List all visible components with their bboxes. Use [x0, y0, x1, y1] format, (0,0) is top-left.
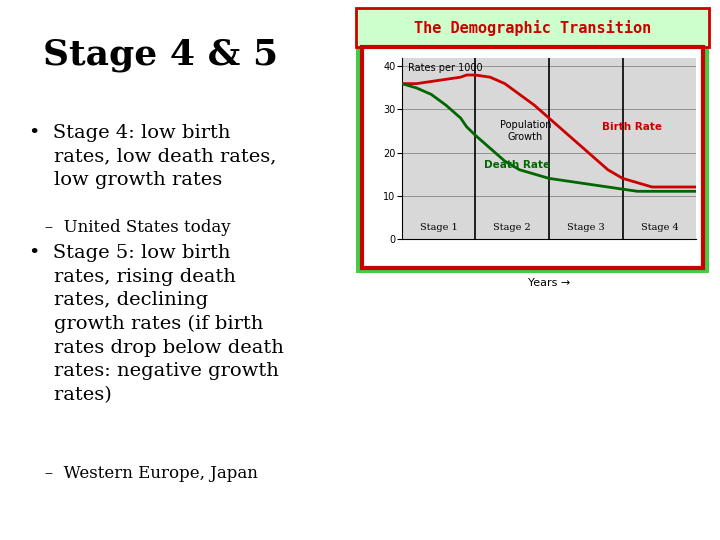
Text: Birth Rate: Birth Rate [602, 122, 662, 132]
Text: Stage 4: Stage 4 [641, 223, 678, 232]
Text: •  Stage 4: low birth
    rates, low death rates,
    low growth rates: • Stage 4: low birth rates, low death ra… [29, 124, 276, 190]
Text: Death Rate: Death Rate [485, 160, 550, 171]
Text: –  Western Europe, Japan: – Western Europe, Japan [29, 465, 258, 482]
Text: Stage 1: Stage 1 [420, 223, 457, 232]
Text: Stage 4 & 5: Stage 4 & 5 [43, 38, 279, 72]
Bar [362, 47, 703, 268]
Text: Stage 3: Stage 3 [567, 223, 605, 232]
Text: •  Stage 5: low birth
    rates, rising death
    rates, declining
    growth ra: • Stage 5: low birth rates, rising death… [29, 244, 284, 404]
Text: –  United States today: – United States today [29, 219, 230, 235]
Bar [356, 8, 709, 273]
Text: Stage 2: Stage 2 [493, 223, 531, 232]
Text: Population
Growth: Population Growth [500, 120, 552, 142]
Text: The Demographic Transition: The Demographic Transition [414, 19, 652, 36]
Text: Years →: Years → [528, 279, 570, 288]
Text: Rates per 1000: Rates per 1000 [408, 63, 482, 73]
Bar [356, 8, 709, 47]
Bar [356, 8, 709, 47]
